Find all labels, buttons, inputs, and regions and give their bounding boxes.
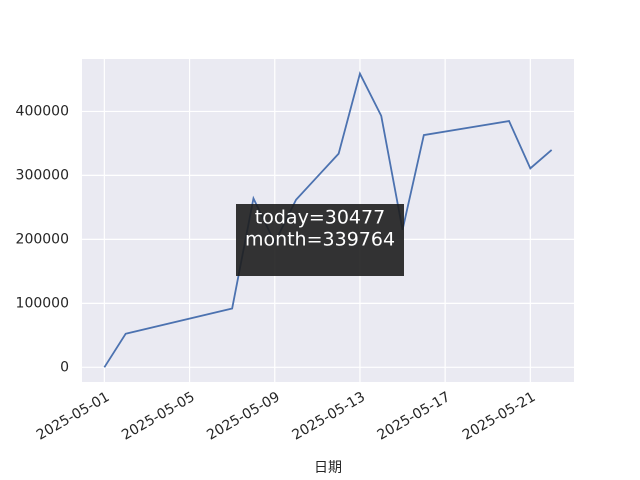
y-tick-label: 400000	[16, 103, 69, 119]
y-tick-label: 300000	[16, 167, 69, 183]
tooltip-text: month=339764	[245, 229, 395, 251]
x-tick-label: 2025-05-13	[289, 389, 367, 444]
tooltip-text: today=30477	[255, 207, 385, 229]
y-tick-label: 0	[60, 359, 69, 375]
x-axis-label: 日期	[314, 460, 342, 476]
y-tick-label: 100000	[16, 295, 69, 311]
x-tick-label: 2025-05-17	[375, 389, 453, 444]
y-tick-label: 200000	[16, 231, 69, 247]
tooltip-box	[236, 204, 404, 276]
x-tick-label: 2025-05-21	[460, 389, 538, 444]
x-tick-label: 2025-05-05	[119, 389, 197, 444]
x-tick-label: 2025-05-09	[204, 389, 282, 444]
x-tick-label: 2025-05-01	[34, 389, 112, 444]
